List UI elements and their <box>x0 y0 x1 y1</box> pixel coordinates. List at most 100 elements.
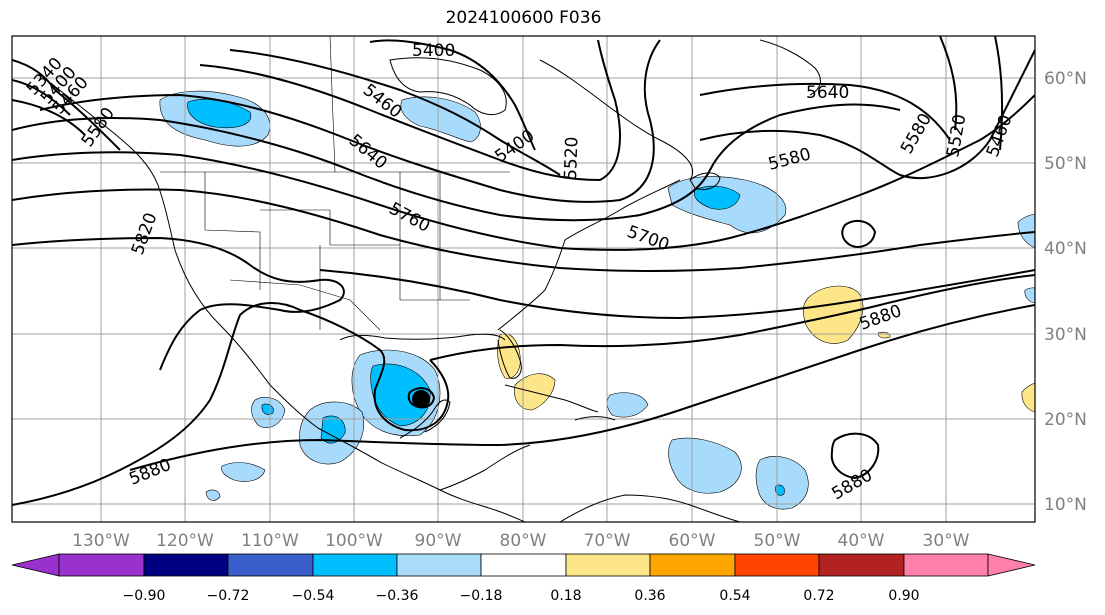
contour-label: 5460 <box>359 80 405 122</box>
anomaly-light-blue-hudson <box>400 96 481 143</box>
colorbar-bin <box>143 553 229 577</box>
anomaly-blue-atlantic-south <box>775 484 785 496</box>
contour-5340 <box>12 59 56 91</box>
east-coast <box>497 179 681 331</box>
coastlines <box>39 39 821 522</box>
contour-5820-a <box>12 236 345 371</box>
colorbar-bin <box>818 553 905 577</box>
map-frame <box>11 35 1036 523</box>
contour-5580-east <box>699 49 1035 180</box>
anomaly-light-blue-atlantic-south <box>755 456 809 510</box>
contour-label: 5820 <box>128 210 162 257</box>
colorbar-tick: 0.18 <box>550 588 581 604</box>
labrador <box>539 59 694 181</box>
greenland <box>759 39 821 96</box>
contour-label: 5640 <box>345 131 391 174</box>
newfoundland <box>689 172 721 191</box>
contour-5640-east-b <box>699 82 951 141</box>
contour-5520-east <box>939 36 958 131</box>
colorbar-extend-low <box>11 553 60 577</box>
contour-5880-main <box>12 302 301 506</box>
florida <box>497 329 522 379</box>
colorbar-tick: 0.90 <box>888 588 919 604</box>
lat-label: 50°N <box>1044 154 1087 174</box>
colorbar-bin <box>480 553 567 577</box>
anomaly-light-blue-antilles <box>668 437 742 494</box>
anomaly-yellow-far-east <box>1021 382 1035 413</box>
cuba <box>504 384 599 413</box>
lat-label: 40°N <box>1044 239 1087 259</box>
lat-label: 20°N <box>1044 410 1087 430</box>
contour-5880-south <box>129 304 1035 471</box>
lon-label: 50°W <box>754 531 801 551</box>
anomaly-light-blue-pacific-b <box>221 462 266 482</box>
height-contours <box>12 36 1035 506</box>
colorbar-bin <box>58 553 145 577</box>
lat-label: 30°N <box>1044 325 1087 345</box>
contour-label: 5880 <box>126 455 174 490</box>
contour-5640-ring <box>841 219 877 248</box>
graticule <box>12 36 1035 522</box>
lon-label: 40°W <box>838 531 885 551</box>
colorbar-bin <box>649 553 736 577</box>
contour-5880-gulf <box>299 309 450 432</box>
lat-label: 60°N <box>1044 69 1087 89</box>
colorbar-tick: −0.72 <box>207 588 250 604</box>
yucatan <box>399 399 451 439</box>
contour-5880-east <box>429 274 1035 361</box>
colorbar-bin <box>312 553 398 577</box>
colorbar-extend-high <box>987 553 1036 577</box>
colorbar-tick: 0.72 <box>803 588 834 604</box>
anomaly-yellow-atlantic-small <box>877 331 891 339</box>
contour-5460-west <box>12 99 86 136</box>
latitude-labels: 60°N 50°N 40°N 30°N 20°N 10°N <box>1044 69 1087 515</box>
lon-label: 100°W <box>325 531 383 551</box>
contour-label: 5880 <box>829 465 876 504</box>
contour-5580-a <box>39 39 661 203</box>
contour-5460-east <box>994 36 1004 151</box>
lat-label: 10°N <box>1044 495 1087 515</box>
colorbar <box>11 553 1036 577</box>
longitude-labels: 130°W 120°W 110°W 100°W 90°W 80°W 70°W 6… <box>72 531 970 551</box>
contour-5640-a <box>12 103 901 222</box>
political-borders <box>160 36 510 331</box>
anomaly-blue-gulf <box>370 363 431 427</box>
anomaly-blue-mexico <box>320 415 346 444</box>
anomaly-blue-atlantic-north <box>693 185 741 210</box>
map-title: 2024100600 F036 <box>445 8 602 28</box>
lon-label: 60°W <box>669 531 716 551</box>
shaded-anomaly-layer <box>159 90 1035 510</box>
colorbar-bin <box>734 553 820 577</box>
contour-label: 5880 <box>857 301 904 335</box>
colorbar-tick: −0.90 <box>123 588 166 604</box>
lon-label: 80°W <box>500 531 547 551</box>
contour-5520-a <box>199 39 621 182</box>
contour-5820-b <box>319 269 1035 320</box>
colorbar-bin <box>227 553 314 577</box>
lon-label: 30°W <box>923 531 970 551</box>
north-america-west-coast <box>39 74 526 522</box>
contour-label: 5400 <box>412 41 455 61</box>
contour-label: 5520 <box>943 113 970 159</box>
colorbar-tick: 0.54 <box>719 588 750 604</box>
colorbar-bin <box>903 553 989 577</box>
anomaly-light-blue-far-east <box>1017 213 1035 249</box>
contour-5880-ring-gulf <box>407 387 436 409</box>
contour-5580-west <box>54 89 121 151</box>
hispaniola <box>574 416 616 421</box>
anomaly-light-blue-pacific-c <box>205 489 221 501</box>
central-america <box>439 444 531 491</box>
anomaly-light-blue-caribbean <box>606 392 649 418</box>
anomaly-yellow-cuba <box>514 373 556 411</box>
colorbar-bin <box>565 553 651 577</box>
colorbar-tick: −0.36 <box>376 588 419 604</box>
colorbar-bin <box>396 553 482 577</box>
lon-label: 90°W <box>415 531 462 551</box>
contour-label: 5520 <box>561 136 582 180</box>
contour-label: 5640 <box>806 83 849 103</box>
colorbar-tick: −0.18 <box>460 588 503 604</box>
anomaly-light-blue-far-east-b <box>1024 287 1035 304</box>
hudson-bay <box>389 57 507 116</box>
lon-label: 130°W <box>72 531 130 551</box>
